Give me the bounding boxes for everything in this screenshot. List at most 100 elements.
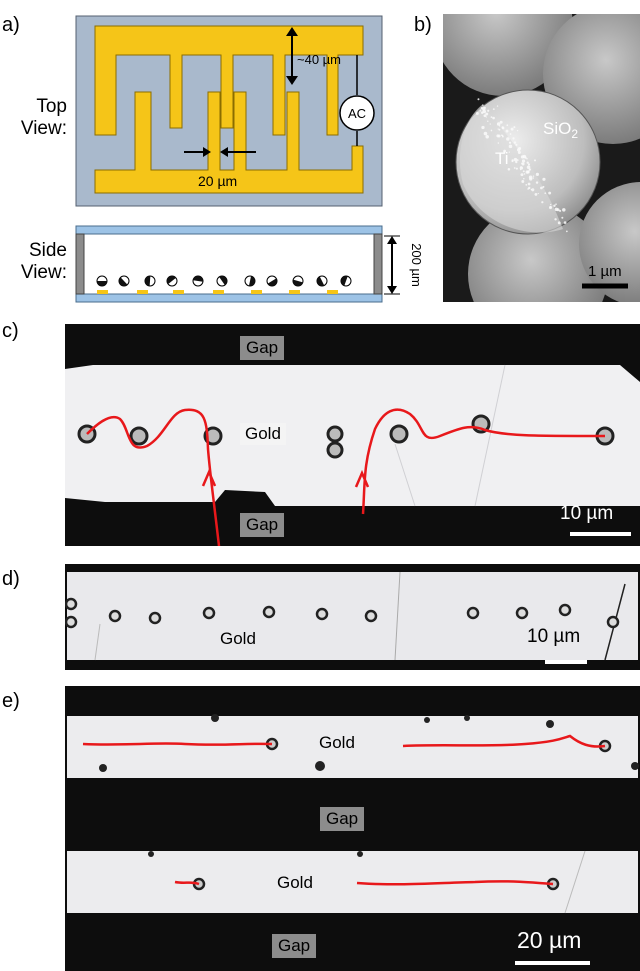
ti-speckle bbox=[509, 133, 512, 135]
ti-speckle bbox=[508, 144, 513, 149]
ti-speckle bbox=[479, 110, 482, 112]
cell-height-text: 200 µm bbox=[409, 243, 424, 287]
ti-speckle bbox=[499, 120, 503, 124]
sem-image: Ti SiO2 1 µm bbox=[443, 14, 640, 302]
ti-speckle bbox=[475, 112, 479, 115]
janus-cap bbox=[119, 277, 128, 286]
gold-label-c: Gold bbox=[240, 423, 286, 445]
ti-speckle bbox=[559, 209, 562, 212]
particles-c bbox=[77, 414, 615, 459]
ti-speckle bbox=[505, 129, 509, 133]
janus-cap bbox=[248, 276, 255, 286]
ac-source-text: AC bbox=[348, 106, 366, 121]
ti-speckle bbox=[531, 188, 535, 192]
ti-speckle bbox=[515, 143, 518, 146]
ti-speckle bbox=[526, 161, 529, 164]
ti-speckle bbox=[501, 126, 504, 129]
ti-speckle bbox=[482, 104, 484, 106]
ti-label: Ti bbox=[495, 149, 509, 168]
track-c-right bbox=[361, 408, 606, 515]
ti-speckle bbox=[485, 116, 487, 118]
ti-speckle bbox=[529, 177, 533, 181]
ti-speckle bbox=[497, 134, 501, 138]
ti-speckle bbox=[563, 221, 567, 225]
ti-speckle bbox=[537, 192, 539, 195]
ti-speckle bbox=[556, 208, 560, 212]
scale-text-d: 10 µm bbox=[527, 626, 581, 647]
ti-speckle bbox=[554, 218, 557, 221]
panel-e-label: e) bbox=[2, 690, 20, 712]
ti-speckle bbox=[523, 178, 525, 180]
ti-speckle bbox=[561, 216, 564, 219]
ti-speckle bbox=[517, 151, 521, 155]
ti-speckle bbox=[511, 160, 514, 163]
ti-speckle bbox=[485, 112, 489, 116]
scale-text-b: 1 µm bbox=[588, 263, 622, 280]
ti-speckle bbox=[477, 98, 480, 101]
ti-speckle bbox=[526, 157, 528, 160]
ti-speckle bbox=[490, 116, 493, 118]
ti-speckle bbox=[515, 160, 518, 164]
ti-speckle bbox=[532, 177, 535, 179]
ti-speckle bbox=[548, 191, 552, 195]
janus-cap bbox=[97, 281, 107, 286]
side-view-label: Side View: bbox=[7, 240, 67, 284]
top-view-label-line1: Top bbox=[36, 96, 67, 117]
ti-speckle bbox=[553, 204, 556, 207]
ti-speckle bbox=[525, 183, 528, 186]
ti-speckle bbox=[489, 123, 491, 125]
ti-speckle bbox=[497, 142, 500, 144]
left-spacer bbox=[75, 233, 85, 295]
ti-speckle bbox=[516, 159, 519, 162]
panel-d-image bbox=[65, 564, 640, 670]
ti-speckle bbox=[523, 173, 526, 175]
ti-speckle bbox=[513, 141, 517, 144]
ti-speckle bbox=[497, 128, 499, 130]
ti-speckle bbox=[542, 185, 545, 188]
ti-speckle bbox=[521, 162, 523, 165]
ti-speckle bbox=[490, 129, 493, 132]
ti-speckle bbox=[535, 181, 539, 184]
ti-speckle bbox=[565, 230, 568, 233]
ti-speckle bbox=[532, 175, 535, 177]
janus-cap bbox=[193, 276, 203, 282]
ti-speckle bbox=[513, 126, 516, 129]
side-view-label-line2: View: bbox=[20, 262, 67, 283]
janus-cap bbox=[219, 276, 228, 286]
ti-speckle bbox=[496, 105, 499, 107]
scale-text-c: 10 µm bbox=[560, 503, 614, 524]
ti-speckle bbox=[520, 173, 524, 177]
bottom-comb-electrode bbox=[94, 91, 364, 194]
top-view-label: Top View: bbox=[7, 96, 67, 140]
ti-speckle bbox=[513, 157, 518, 162]
ti-speckle bbox=[480, 111, 484, 114]
gold-label-e-top: Gold bbox=[314, 732, 360, 754]
ti-speckle bbox=[526, 165, 531, 170]
track-e-3 bbox=[174, 880, 200, 886]
gap-label-e-middle: Gap bbox=[320, 807, 365, 831]
ti-speckle bbox=[480, 107, 483, 110]
ti-speckle bbox=[492, 116, 495, 120]
top-glass bbox=[75, 225, 383, 235]
ti-speckle bbox=[520, 155, 525, 159]
ti-speckle bbox=[533, 159, 537, 162]
janus-cap bbox=[267, 278, 277, 286]
side-view-label-line1: Side bbox=[28, 240, 67, 261]
particles-d bbox=[65, 597, 620, 629]
finger-width-text: 20 µm bbox=[198, 173, 237, 189]
panel-d-label: d) bbox=[2, 568, 20, 590]
ti-speckle bbox=[542, 177, 546, 181]
gap-spacing-text: ~40 µm bbox=[297, 52, 341, 67]
janus-cap bbox=[293, 279, 303, 286]
ti-speckle bbox=[519, 166, 524, 170]
ti-speckle bbox=[508, 141, 512, 144]
gap-bottom-label-c: Gap bbox=[240, 513, 285, 537]
janus-cap bbox=[167, 276, 176, 285]
janus-cap bbox=[341, 276, 348, 286]
ti-speckle bbox=[521, 159, 526, 163]
ti-speckle bbox=[508, 151, 510, 153]
ti-speckle bbox=[517, 147, 522, 151]
ti-speckle bbox=[555, 203, 557, 205]
ti-speckle bbox=[492, 108, 495, 111]
ti-speckle bbox=[507, 167, 511, 171]
